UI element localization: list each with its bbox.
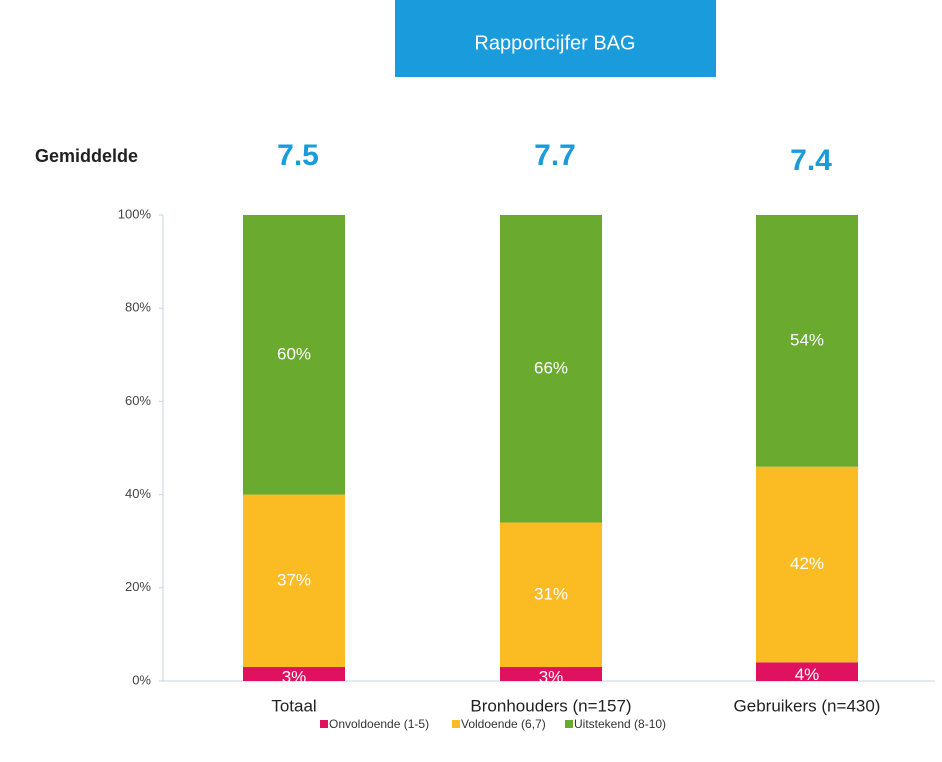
y-tick-label: 80% (125, 300, 151, 315)
bar-segment (243, 215, 345, 495)
bar-segment (243, 494, 345, 668)
legend-swatch (452, 720, 460, 728)
value-label: 54% (790, 330, 824, 349)
y-tick-label: 100% (118, 206, 152, 221)
legend-label: Uitstekend (8-10) (574, 717, 666, 731)
value-label: 37% (277, 570, 311, 589)
value-label: 42% (790, 554, 824, 573)
legend-label: Onvoldoende (1-5) (329, 717, 429, 731)
value-label: 60% (277, 344, 311, 363)
average-value: 7.4 (790, 144, 832, 177)
bar-segment (756, 466, 858, 663)
y-tick-label: 20% (125, 579, 151, 594)
legend-swatch (320, 720, 328, 728)
value-label: 66% (534, 358, 568, 377)
value-label: 3% (282, 667, 307, 686)
average-value: 7.7 (534, 139, 576, 172)
legend-swatch (565, 720, 573, 728)
y-tick-label: 60% (125, 393, 151, 408)
bar-segment (756, 662, 858, 681)
x-tick-label: Bronhouders (n=157) (470, 696, 631, 715)
average-value: 7.5 (277, 139, 319, 172)
value-label: 3% (539, 667, 564, 686)
average-label: Gemiddelde (35, 146, 138, 166)
chart-title: Rapportcijfer BAG (474, 32, 635, 54)
y-tick-label: 40% (125, 486, 151, 501)
title-box (395, 0, 716, 77)
x-tick-label: Gebruikers (n=430) (734, 696, 881, 715)
value-label: 31% (534, 584, 568, 603)
bar-segment (500, 522, 602, 668)
bar-segment (500, 667, 602, 681)
y-tick-label: 0% (132, 672, 151, 687)
bar-segment (756, 215, 858, 467)
bar-segment (500, 215, 602, 523)
x-tick-label: Totaal (271, 696, 316, 715)
bar-segment (243, 667, 345, 681)
legend-label: Voldoende (6,7) (461, 717, 546, 731)
value-label: 4% (795, 665, 820, 684)
